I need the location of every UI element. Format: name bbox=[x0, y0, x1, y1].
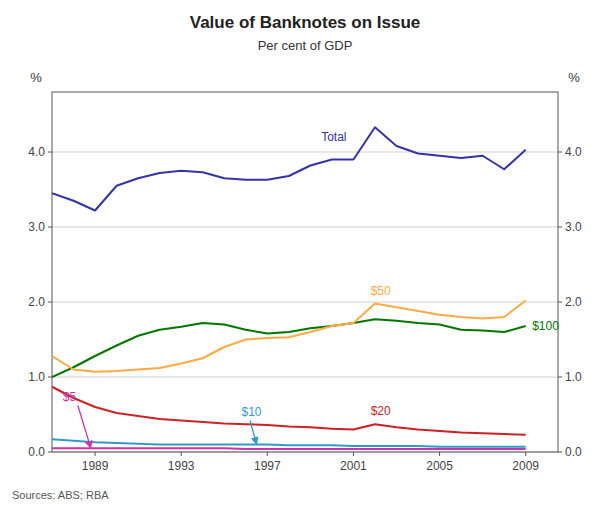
title: Value of Banknotes on Issue bbox=[190, 13, 421, 32]
series-line bbox=[52, 127, 526, 210]
y-tick bbox=[48, 302, 52, 303]
x-tick-label: 1997 bbox=[254, 459, 281, 473]
y2-tick bbox=[558, 377, 562, 378]
y-tick bbox=[48, 452, 52, 453]
y-tick-label: 4.0 bbox=[28, 145, 45, 159]
grid-line bbox=[52, 227, 558, 228]
series-line bbox=[52, 319, 526, 377]
x-tick-label: 1989 bbox=[82, 459, 109, 473]
subtitle: Per cent of GDP bbox=[258, 38, 353, 53]
grid-line bbox=[52, 302, 558, 303]
series-line bbox=[52, 301, 526, 372]
y-tick-label: 2.0 bbox=[28, 295, 45, 309]
x-tick bbox=[525, 452, 526, 456]
series-group bbox=[52, 127, 526, 449]
y2-tick-label: 2.0 bbox=[565, 295, 582, 309]
y-tick bbox=[48, 227, 52, 228]
annotation-arrow bbox=[78, 406, 91, 448]
x-tick bbox=[267, 452, 268, 456]
annotation: Total bbox=[321, 130, 346, 144]
annotation: $100 bbox=[532, 319, 559, 333]
series-line bbox=[52, 387, 526, 435]
y-tick-label: 3.0 bbox=[28, 220, 45, 234]
y2-tick bbox=[558, 302, 562, 303]
chart: Value of Banknotes on Issue Per cent of G… bbox=[0, 0, 610, 509]
x-tick-label: 2001 bbox=[340, 459, 367, 473]
x-tick bbox=[353, 452, 354, 456]
x-tick-label: 2009 bbox=[512, 459, 539, 473]
annotation-arrow bbox=[250, 421, 256, 445]
y-tick bbox=[48, 152, 52, 153]
grid-line bbox=[52, 152, 558, 153]
y2-tick bbox=[558, 452, 562, 453]
y-tick-label: 1.0 bbox=[28, 370, 45, 384]
y-tick-label: 0.0 bbox=[28, 445, 45, 459]
annotation: $50 bbox=[371, 284, 391, 298]
plot-frame bbox=[52, 92, 558, 452]
y2-tick-label: 0.0 bbox=[565, 445, 582, 459]
grid bbox=[52, 152, 558, 452]
y2-tick bbox=[558, 152, 562, 153]
y-tick bbox=[48, 377, 52, 378]
annotation: $5 bbox=[63, 390, 77, 404]
series-line bbox=[52, 447, 526, 450]
annotation: $20 bbox=[371, 404, 391, 418]
y2-tick-label: 1.0 bbox=[565, 370, 582, 384]
source: Sources: ABS; RBA bbox=[12, 489, 109, 501]
y2-axis-label: % bbox=[568, 70, 580, 85]
y2-tick bbox=[558, 227, 562, 228]
y2-tick-label: 3.0 bbox=[565, 220, 582, 234]
annotation: $10 bbox=[241, 405, 261, 419]
y-axis-label: % bbox=[30, 70, 42, 85]
x-tick bbox=[439, 452, 440, 456]
x-tick bbox=[181, 452, 182, 456]
x-tick-label: 1993 bbox=[168, 459, 195, 473]
grid-line bbox=[52, 377, 558, 378]
x-tick bbox=[95, 452, 96, 456]
y2-tick-label: 4.0 bbox=[565, 145, 582, 159]
x-tick-label: 2005 bbox=[426, 459, 453, 473]
series-line bbox=[52, 439, 526, 447]
